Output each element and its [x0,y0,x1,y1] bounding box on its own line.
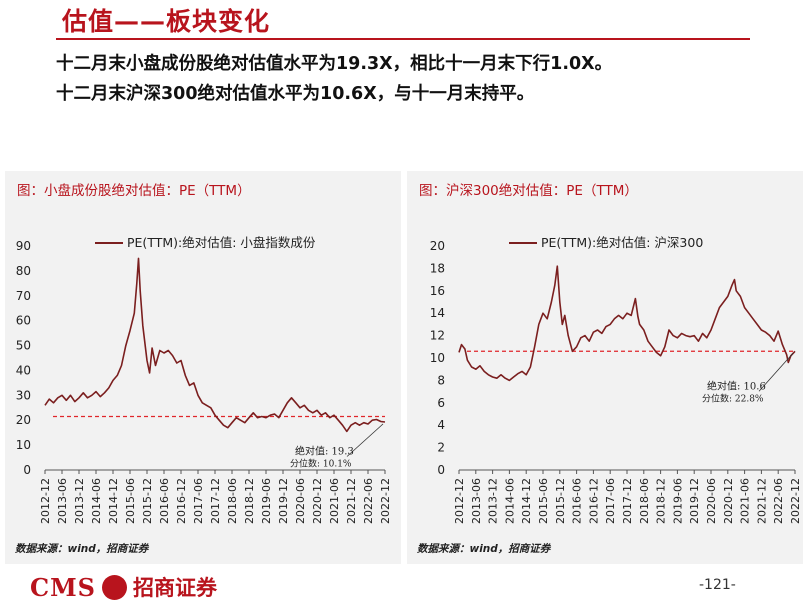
y-tick-label-9: 90 [16,239,31,253]
y-tick-label-4: 40 [16,363,31,377]
x-tick-label-6: 2015-12 [141,478,154,524]
y-tick-label-5: 50 [16,339,31,353]
annotation-value: 绝对值: 19.3 [295,444,354,457]
x-tick-label-8: 2016-12 [175,478,188,524]
x-tick-label-9: 2017-06 [604,478,617,524]
y-tick-label-1: 10 [16,438,31,452]
y-tick-label-7: 14 [430,306,445,320]
y-tick-label-6: 12 [430,329,445,343]
page-title: 估值——板块变化 [62,7,271,36]
y-tick-label-10: 20 [430,239,445,253]
chart-title-hs300: 图：沪深300绝对估值：PE（TTM） [419,183,638,199]
y-tick-label-7: 70 [16,289,31,303]
y-tick-label-9: 18 [430,261,445,275]
y-tick-label-0: 0 [437,463,445,477]
y-tick-label-0: 0 [23,463,31,477]
x-tick-label-8: 2016-12 [587,478,600,524]
x-tick-label-18: 2021-12 [345,478,358,524]
annotation-pointer [346,423,384,457]
x-tick-label-13: 2019-06 [260,478,273,524]
x-tick-label-16: 2020-12 [311,478,324,524]
x-tick-label-14: 2019-12 [277,478,290,524]
x-tick-label-0: 2012-12 [39,478,52,524]
page-number: -121- [699,577,736,593]
chart-panel-hs300: 图：沪深300绝对估值：PE（TTM） 0 2 4 6 8 10 12 14 16 18 20 201… [407,171,803,564]
x-tick-label-0: 2012-12 [453,478,466,524]
y-tick-label-8: 16 [430,284,445,298]
y-tick-label-2: 20 [16,413,31,427]
x-tick-label-4: 2014-12 [520,478,533,524]
legend-label: PE(TTM):绝对估值: 沪深300 [541,235,703,250]
x-tick-label-2: 2013-12 [73,478,86,524]
annotation-percentile: 分位数: 22.8% [702,392,764,404]
chart-panel-smallcap: 图：小盘成份股绝对估值：PE（TTM） 0 10 20 30 40 50 60 70 80 90 2… [5,171,401,564]
x-tick-label-1: 2013-06 [56,478,69,524]
legend-label: PE(TTM):绝对估值: 小盘指数成份 [127,235,316,250]
series-line [458,265,796,382]
annotation-value: 绝对值: 10.6 [707,379,766,392]
summary-line-1: 十二月末小盘成份股绝对估值水平为19.3X，相比十一月末下行1.0X。 [56,54,613,74]
footer-logo: CMS 招商证券 [30,572,217,602]
x-tick-label-17: 2021-06 [328,478,341,524]
x-tick-label-12: 2018-12 [655,478,668,524]
chart-svg-smallcap: 0 10 20 30 40 50 60 70 80 90 2012-12 2013-06 2013-12… [16,235,392,524]
chart-title-smallcap: 图：小盘成份股绝对估值：PE（TTM） [17,183,251,199]
x-tick-label-7: 2016-06 [571,478,584,524]
x-tick-label-13: 2019-06 [671,478,684,524]
x-tick-label-7: 2016-06 [158,478,171,524]
summary-line-2: 十二月末沪深300绝对估值水平为10.6X，与十一月末持平。 [56,84,535,104]
y-tick-label-3: 6 [437,396,445,410]
x-tick-label-20: 2022-12 [789,478,802,524]
annotation-percentile: 分位数: 10.1% [290,457,352,469]
series-line [44,257,386,433]
x-tick-label-11: 2018-06 [638,478,651,524]
x-tick-label-15: 2020-06 [705,478,718,524]
company-logo-icon [102,574,127,600]
x-tick-label-12: 2018-12 [243,478,256,524]
y-tick-label-2: 4 [437,418,445,432]
chart-source-smallcap: 数据来源：wind，招商证券 [15,543,149,555]
title-divider [56,38,750,40]
x-tick-label-2: 2013-12 [487,478,500,524]
x-tick-label-11: 2018-06 [226,478,239,524]
x-tick-label-3: 2014-06 [503,478,516,524]
x-tick-label-9: 2017-06 [192,478,205,524]
y-tick-label-8: 80 [16,264,31,278]
y-tick-label-4: 8 [437,373,445,387]
x-tick-label-16: 2020-12 [722,478,735,524]
x-tick-label-1: 2013-06 [470,478,483,524]
x-tick-label-4: 2014-12 [107,478,120,524]
x-tick-label-5: 2015-06 [124,478,137,524]
annotation-pointer [758,353,794,392]
y-tick-label-1: 2 [437,441,445,455]
x-tick-label-6: 2015-12 [554,478,567,524]
x-tick-label-3: 2014-06 [90,478,103,524]
x-tick-label-18: 2021-12 [755,478,768,524]
y-tick-label-6: 60 [16,314,31,328]
x-tick-label-19: 2022-06 [362,478,375,524]
x-tick-label-15: 2020-06 [294,478,307,524]
x-tick-label-10: 2017-12 [209,478,222,524]
x-tick-label-14: 2019-12 [688,478,701,524]
x-tick-label-10: 2017-12 [621,478,634,524]
x-tick-label-19: 2022-06 [772,478,785,524]
y-tick-label-5: 10 [430,351,445,365]
x-tick-label-17: 2021-06 [739,478,752,524]
company-name: 招商证券 [133,575,217,600]
chart-source-hs300: 数据来源：wind，招商证券 [417,543,551,555]
logo-text: CMS [30,572,96,602]
x-tick-label-5: 2015-06 [537,478,550,524]
x-tick-label-20: 2022-12 [379,478,392,524]
y-tick-label-3: 30 [16,388,31,402]
